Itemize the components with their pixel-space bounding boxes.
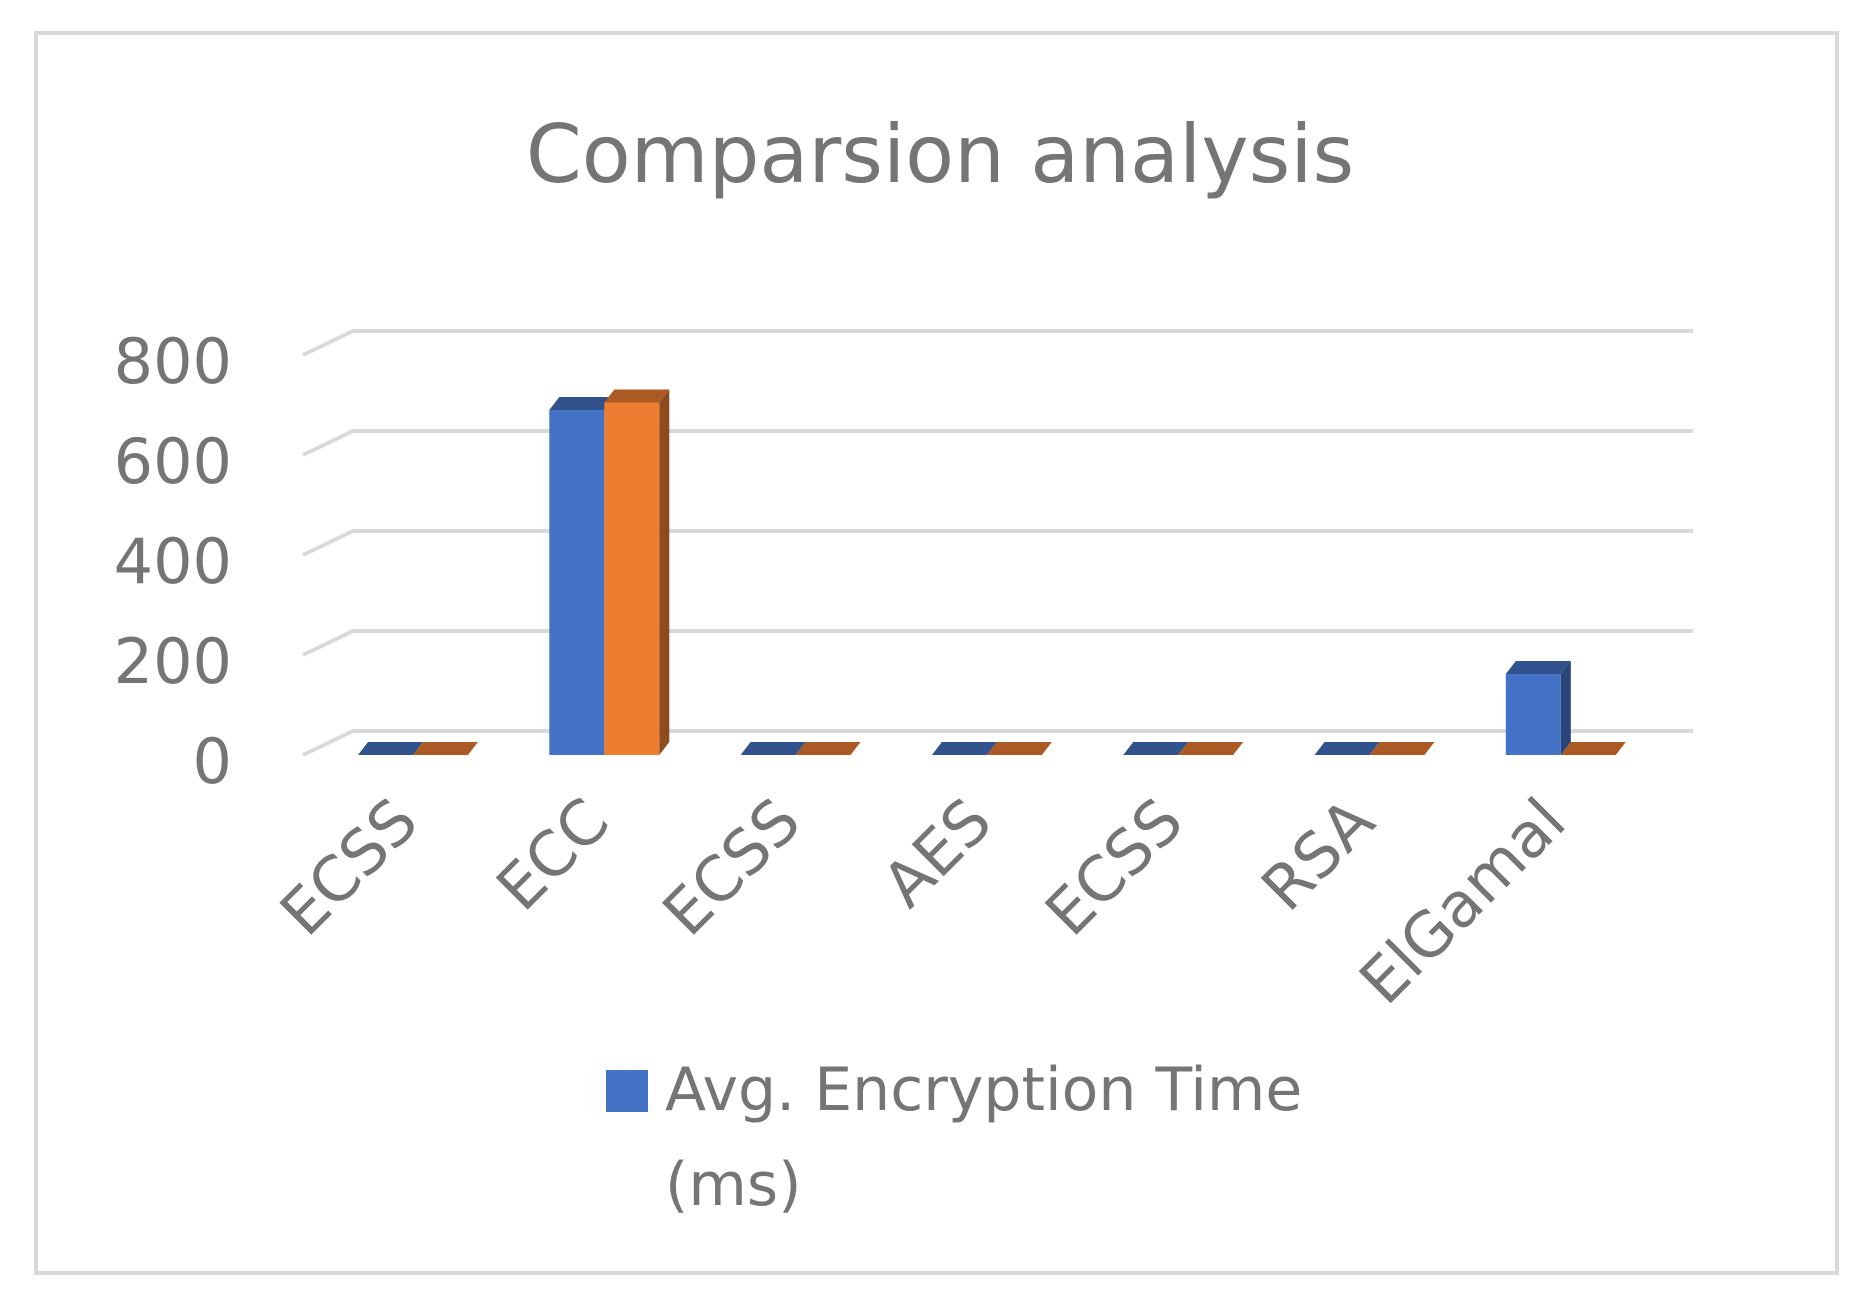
bar-top-face	[413, 742, 478, 755]
bar-top-face	[1178, 742, 1244, 755]
bar	[931, 742, 997, 755]
gridline	[302, 429, 1693, 457]
bar-front-face	[604, 402, 660, 755]
bars	[358, 389, 1626, 755]
bar	[795, 742, 861, 755]
bar-top-face	[931, 742, 997, 755]
bar	[740, 742, 806, 755]
legend-swatch-avg-encryption-time	[606, 1070, 648, 1112]
legend: Avg. Encryption Time (ms)	[606, 1055, 1302, 1220]
bar-top-face	[986, 742, 1052, 755]
bar	[413, 742, 478, 755]
bar-top-face	[604, 389, 670, 403]
bar-top-face	[1123, 742, 1189, 755]
bar-front-face	[549, 410, 605, 755]
bar-side-face	[1560, 661, 1571, 755]
bar-front-face	[1505, 674, 1561, 755]
bar	[1178, 742, 1244, 755]
y-tick-label: 200	[114, 625, 232, 698]
bar	[358, 742, 423, 755]
bar	[986, 742, 1052, 755]
gridlines	[302, 329, 1693, 757]
bar-top-face	[549, 397, 615, 410]
legend-label-line-2: (ms)	[665, 1150, 802, 1220]
gridline	[302, 629, 1693, 657]
bar-side-face	[659, 389, 670, 755]
bar-top-face	[1560, 742, 1626, 755]
bar-top-face	[358, 742, 423, 755]
y-tick-label: 0	[193, 725, 232, 798]
legend-label-line-1: Avg. Encryption Time	[665, 1055, 1302, 1125]
bar-top-face	[795, 742, 861, 755]
bar	[1314, 742, 1380, 755]
bar	[1505, 661, 1571, 755]
chart-title: Comparsion analysis	[526, 108, 1354, 201]
gridline	[302, 329, 1693, 357]
y-tick-label: 400	[114, 525, 232, 598]
bar	[1123, 742, 1189, 755]
gridline	[302, 529, 1693, 557]
bar-top-face	[740, 742, 806, 755]
y-tick-label: 600	[114, 425, 232, 498]
y-tick-label: 800	[114, 325, 232, 398]
bar-top-face	[1505, 661, 1571, 674]
bar-top-face	[1314, 742, 1380, 755]
gridline	[302, 729, 1693, 757]
chart-frame	[34, 31, 1839, 1275]
bar	[604, 389, 670, 755]
y-axis-tick-labels: 0 200 400 600 800	[114, 325, 232, 798]
bar	[1560, 742, 1626, 755]
bar	[1369, 742, 1435, 755]
bar-top-face	[1369, 742, 1435, 755]
